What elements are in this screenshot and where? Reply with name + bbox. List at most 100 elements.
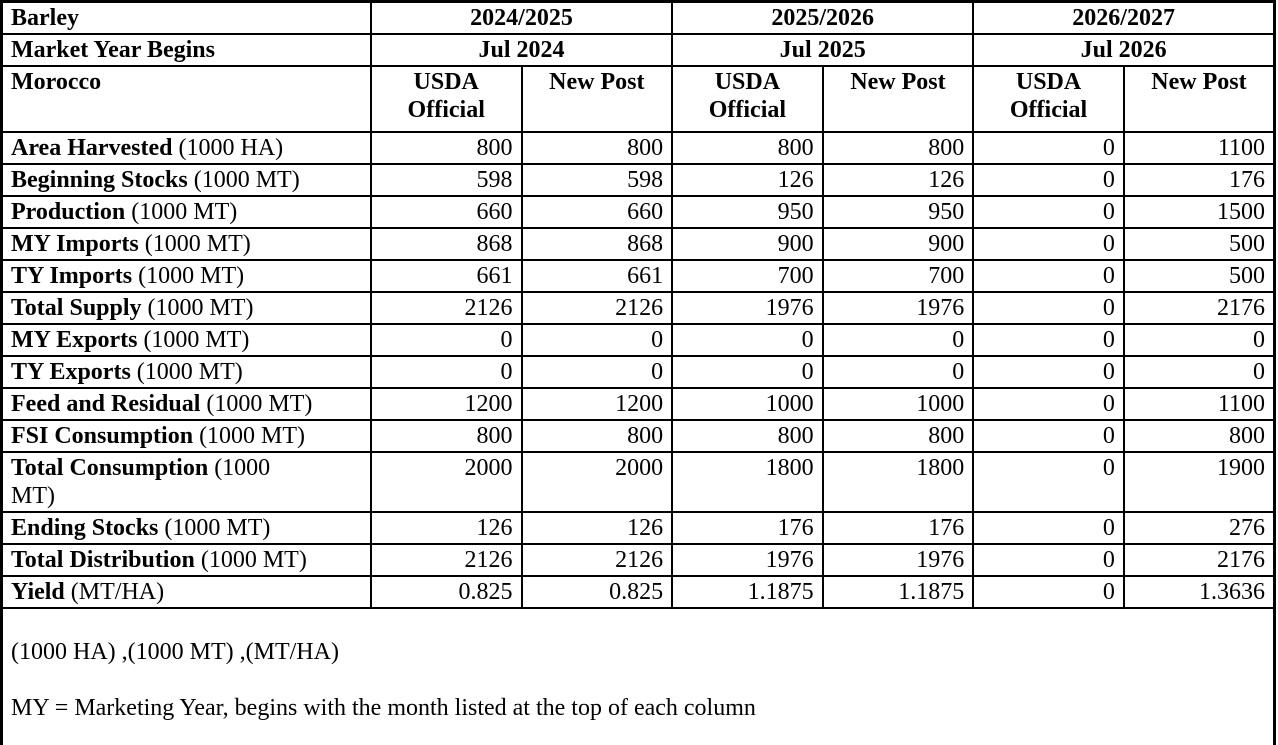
cell-value: 2126 <box>369 291 523 325</box>
row-label-cell: Total Distribution (1000 MT) <box>0 543 372 577</box>
cell-value: 126 <box>671 163 824 197</box>
row-label: Beginning Stocks <box>11 167 188 193</box>
cell-value: 500 <box>1122 259 1276 293</box>
row-label-cell: Production (1000 MT) <box>0 195 372 229</box>
cell-value: 1200 <box>520 387 674 421</box>
data-row: Yield (MT/HA) 0.825 0.825 1.1875 1.1875 … <box>0 575 1276 609</box>
cell-value: 0 <box>671 355 824 389</box>
cell-value: 2000 <box>520 451 674 513</box>
row-label-cell: MY Exports (1000 MT) <box>0 323 372 357</box>
row-label: MY Exports <box>11 327 138 353</box>
cell-value: 800 <box>671 131 824 165</box>
cell-value: 800 <box>821 131 975 165</box>
market-year-value: Jul 2024 <box>369 33 674 67</box>
cell-value: 126 <box>369 511 523 545</box>
row-unit: (1000 MT) <box>138 263 245 289</box>
cell-value: 2000 <box>369 451 523 513</box>
cell-value: 950 <box>821 195 975 229</box>
cell-value: 800 <box>671 419 824 453</box>
commodity-cell: Barley <box>0 0 372 35</box>
data-row: Total Distribution (1000 MT) 2126 2126 1… <box>0 543 1276 577</box>
row-unit: (1000 MT) <box>147 295 254 321</box>
cell-value: 800 <box>520 131 674 165</box>
cell-value: 2126 <box>520 291 674 325</box>
column-header-usda-official: USDA Official <box>671 65 824 133</box>
cell-value: 900 <box>671 227 824 261</box>
data-row: MY Exports (1000 MT) 0 0 0 0 0 0 <box>0 323 1276 357</box>
cell-value: 1100 <box>1122 387 1276 421</box>
table-body: Area Harvested (1000 HA) 800 800 800 800… <box>0 131 1276 609</box>
row-unit: (1000 MT) <box>131 199 238 225</box>
cell-value: 1.3636 <box>1122 575 1276 609</box>
footnote-section: (1000 HA) ,(1000 MT) ,(MT/HA) MY = Marke… <box>0 607 1276 745</box>
row-label: Yield <box>11 579 65 605</box>
cell-value: 598 <box>369 163 523 197</box>
row-label-cell: Area Harvested (1000 HA) <box>0 131 372 165</box>
cell-value: 0 <box>972 387 1125 421</box>
cell-value: 0 <box>369 323 523 357</box>
cell-value: 0 <box>520 323 674 357</box>
row-unit: (1000 MT) <box>164 515 271 541</box>
cell-value: 1000 <box>671 387 824 421</box>
row-label-cell: Beginning Stocks (1000 MT) <box>0 163 372 197</box>
cell-value: 0 <box>972 131 1125 165</box>
cell-value: 1800 <box>821 451 975 513</box>
cell-value: 176 <box>821 511 975 545</box>
row-label: FSI Consumption <box>11 423 194 449</box>
cell-value: 0 <box>520 355 674 389</box>
row-unit: (1000 MT) <box>11 455 271 509</box>
cell-value: 2176 <box>1122 543 1276 577</box>
cell-value: 800 <box>369 131 523 165</box>
cell-value: 1976 <box>821 291 975 325</box>
row-label: Total Supply <box>11 295 142 321</box>
cell-value: 1800 <box>671 451 824 513</box>
column-header-new-post: New Post <box>1122 65 1276 133</box>
cell-value: 0 <box>972 163 1125 197</box>
cell-value: 126 <box>520 511 674 545</box>
cell-value: 0.825 <box>520 575 674 609</box>
cell-value: 1500 <box>1122 195 1276 229</box>
cell-value: 1.1875 <box>671 575 824 609</box>
cell-value: 500 <box>1122 227 1276 261</box>
cell-value: 1200 <box>369 387 523 421</box>
cell-value: 700 <box>821 259 975 293</box>
cell-value: 1976 <box>821 543 975 577</box>
data-row: Feed and Residual (1000 MT) 1200 1200 10… <box>0 387 1276 421</box>
year-header: 2026/2027 <box>972 0 1276 35</box>
row-label: Total Distribution <box>11 547 195 573</box>
cell-value: 0.825 <box>369 575 523 609</box>
row-label-cell: FSI Consumption (1000 MT) <box>0 419 372 453</box>
country-cell: Morocco <box>0 65 372 133</box>
cell-value: 800 <box>520 419 674 453</box>
cell-value: 0 <box>671 323 824 357</box>
data-row: Total Supply (1000 MT) 2126 2126 1976 19… <box>0 291 1276 325</box>
row-unit: (1000 MT) <box>193 167 300 193</box>
data-row: Total Consumption (1000 MT) 2000 2000 18… <box>0 451 1276 513</box>
row-label: Total Consumption <box>11 455 209 481</box>
row-label: TY Exports <box>11 359 131 385</box>
cell-value: 0 <box>821 323 975 357</box>
row-label: Ending Stocks <box>11 515 159 541</box>
cell-value: 0 <box>821 355 975 389</box>
cell-value: 1900 <box>1122 451 1276 513</box>
data-row: Production (1000 MT) 660 660 950 950 0 1… <box>0 195 1276 229</box>
cell-value: 0 <box>972 195 1125 229</box>
row-label-cell: TY Imports (1000 MT) <box>0 259 372 293</box>
column-header-new-post: New Post <box>520 65 674 133</box>
cell-value: 2126 <box>520 543 674 577</box>
cell-value: 800 <box>1122 419 1276 453</box>
data-row: Area Harvested (1000 HA) 800 800 800 800… <box>0 131 1276 165</box>
cell-value: 868 <box>369 227 523 261</box>
cell-value: 176 <box>671 511 824 545</box>
footnote-line: MY = Marketing Year, begins with the mon… <box>11 695 756 721</box>
cell-value: 0 <box>972 355 1125 389</box>
year-header: 2025/2026 <box>671 0 975 35</box>
row-unit: (MT/HA) <box>70 579 165 605</box>
row-unit: (1000 MT) <box>206 391 313 417</box>
row-label: Production <box>11 199 126 225</box>
source-header-row: Morocco USDA Official New Post USDA Offi… <box>0 65 1276 133</box>
cell-value: 0 <box>972 511 1125 545</box>
cell-value: 0 <box>972 451 1125 513</box>
cell-value: 2176 <box>1122 291 1276 325</box>
